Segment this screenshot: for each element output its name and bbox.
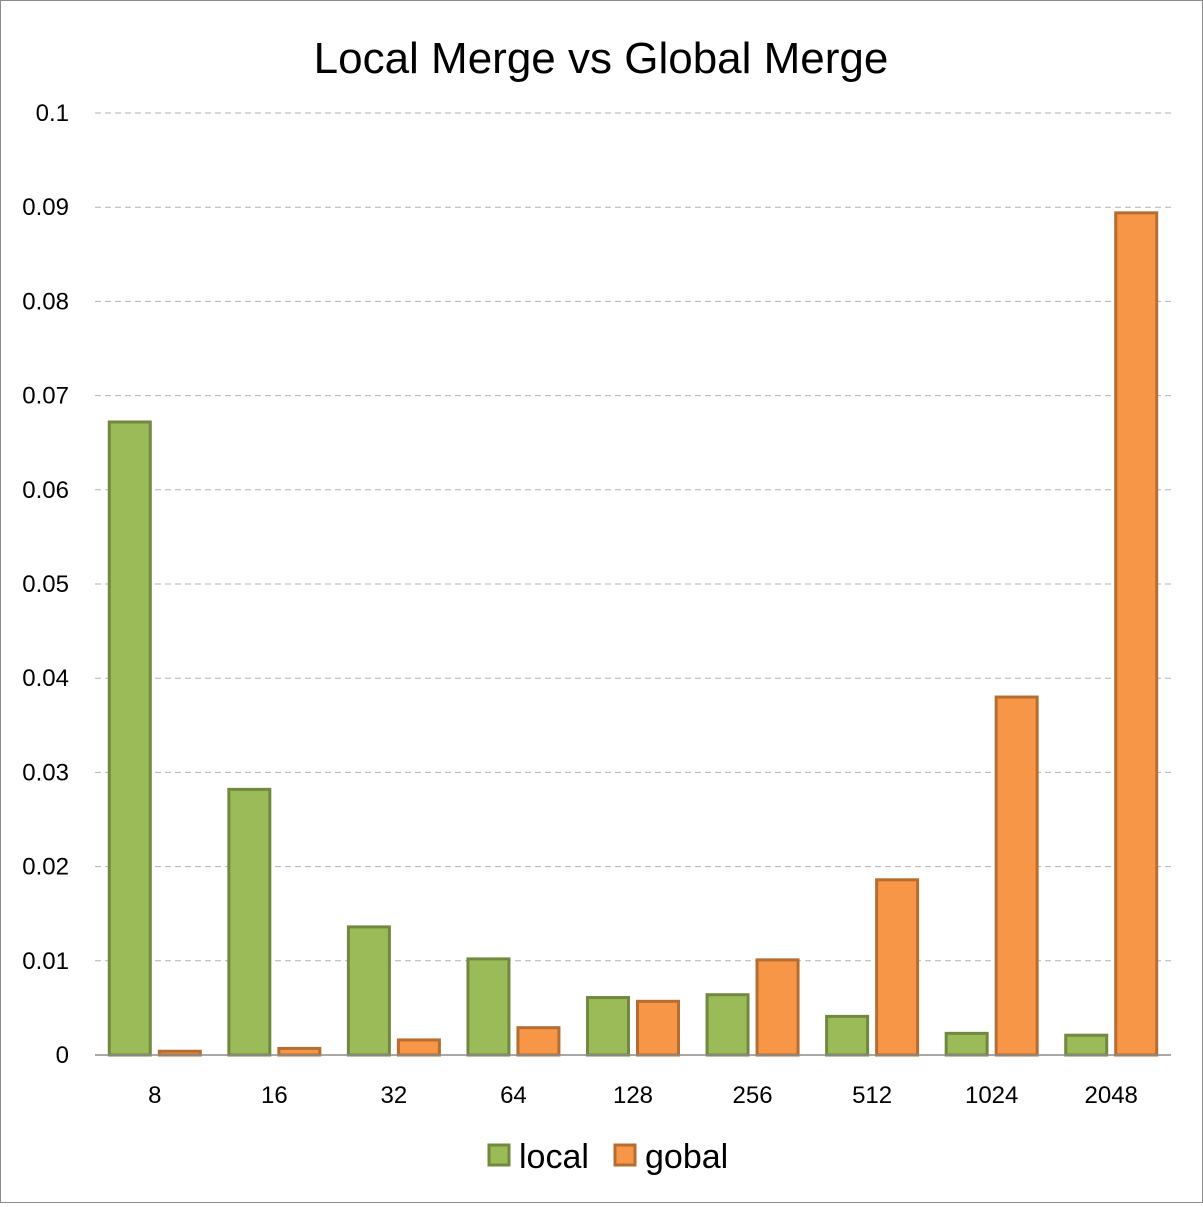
y-tick-label: 0.04	[22, 665, 69, 692]
x-tick-label: 8	[148, 1082, 161, 1109]
y-tick-label: 0.07	[22, 383, 69, 410]
legend-swatch-gobal	[613, 1143, 637, 1167]
x-tick-label: 64	[500, 1082, 527, 1109]
y-tick-label: 0.02	[22, 854, 69, 881]
bar-gobal-2048	[1114, 211, 1159, 1057]
x-tick-label: 512	[852, 1082, 892, 1109]
bar-local-256	[705, 993, 750, 1057]
bar-gobal-512	[875, 878, 920, 1057]
y-tick-label: 0	[56, 1042, 69, 1069]
bar-local-128	[586, 996, 630, 1057]
y-axis-tick-labels: 0 0.01 0.02 0.03 0.04 0.05 0.06 0.07 0.08 0.09 0.1	[22, 100, 69, 1069]
x-tick-label: 128	[613, 1082, 653, 1109]
bar-local-32	[346, 925, 391, 1057]
bar-local-8	[107, 420, 152, 1057]
chart-title: Local Merge vs Global Merge	[314, 34, 889, 83]
x-axis-tick-labels: 8 16 32 64 128 256 512 1024 2048	[148, 1082, 1138, 1109]
bar-gobal-16	[277, 1046, 322, 1057]
bar-local-16	[227, 787, 272, 1057]
x-tick-label: 256	[733, 1082, 773, 1109]
bar-local-64	[466, 957, 511, 1057]
bar-gobal-32	[396, 1038, 441, 1057]
y-tick-label: 0.03	[22, 759, 69, 786]
y-tick-label: 0.1	[36, 100, 69, 127]
bar-local-2048	[1064, 1033, 1109, 1057]
bar-local-512	[825, 1014, 870, 1057]
y-tick-label: 0.01	[22, 948, 69, 975]
bar-local-1024	[944, 1031, 989, 1057]
bar-gobal-64	[516, 1026, 561, 1057]
x-tick-label: 16	[261, 1082, 288, 1109]
bar-gobal-256	[755, 958, 800, 1057]
bars	[107, 211, 1159, 1057]
bar-gobal-128	[636, 999, 680, 1057]
y-tick-label: 0.06	[22, 477, 69, 504]
y-tick-label: 0.09	[22, 194, 69, 221]
legend-label-local: local	[519, 1138, 589, 1176]
legend: local gobal	[487, 1138, 728, 1176]
x-tick-label: 32	[381, 1082, 408, 1109]
legend-swatch-local	[487, 1143, 511, 1167]
x-tick-label: 2048	[1085, 1082, 1138, 1109]
y-tick-label: 0.08	[22, 288, 69, 315]
x-tick-label: 1024	[965, 1082, 1018, 1109]
legend-label-gobal: gobal	[645, 1138, 728, 1176]
bar-gobal-1024	[994, 695, 1039, 1057]
y-tick-label: 0.05	[22, 571, 69, 598]
